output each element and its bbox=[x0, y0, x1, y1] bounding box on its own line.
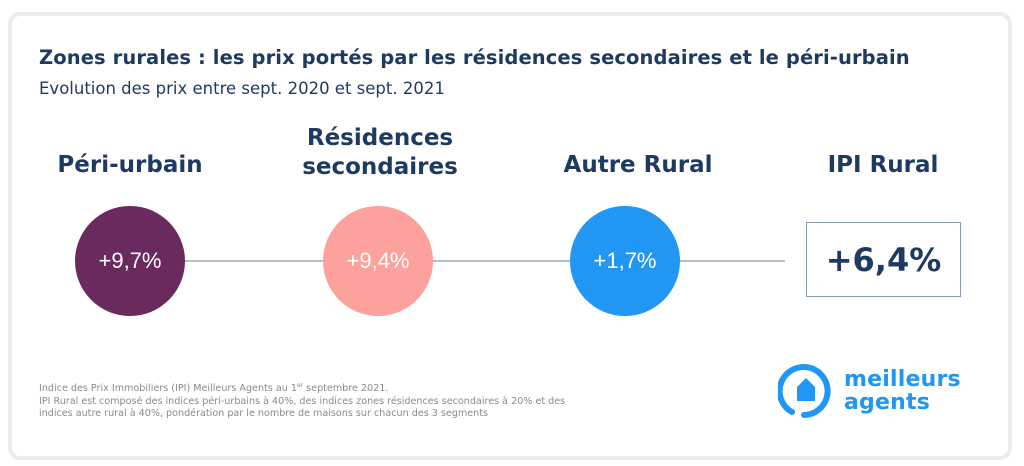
value-bubble-peri-urbain: +9,7% bbox=[75, 206, 185, 316]
footnote: Indice des Prix Immobiliers (IPI) Meille… bbox=[39, 380, 565, 421]
bubble-value: +1,7% bbox=[593, 248, 657, 273]
value-bubble-autre-rural: +1,7% bbox=[570, 206, 680, 316]
chart-subtitle: Evolution des prix entre sept. 2020 et s… bbox=[39, 79, 445, 98]
footnote-line-3: indices autre rural à 40%, pondération p… bbox=[39, 408, 488, 419]
chart-title: Zones rurales : les prix portés par les … bbox=[39, 46, 910, 69]
brand-name-line1: meilleurs bbox=[844, 367, 961, 392]
segment-label-line1: Résidences bbox=[306, 125, 454, 151]
connector-line bbox=[185, 260, 323, 262]
brand-logo: meilleurs agents bbox=[778, 363, 961, 419]
house-in-ring-icon bbox=[778, 364, 831, 418]
segment-label-residences-secondaires: Résidences secondaires bbox=[302, 124, 458, 182]
connector-line bbox=[680, 260, 785, 262]
bubble-value: +9,4% bbox=[346, 248, 410, 273]
segment-label-line2: secondaires bbox=[302, 154, 458, 180]
footnote-line-1: Indice des Prix Immobiliers (IPI) Meille… bbox=[39, 380, 565, 396]
value-bubble-residences-secondaires: +9,4% bbox=[323, 206, 433, 316]
segment-label-text: Péri-urbain bbox=[57, 152, 203, 178]
segment-label-peri-urbain: Péri-urbain bbox=[57, 151, 202, 180]
connector-line bbox=[433, 260, 570, 262]
bubble-value: +9,7% bbox=[98, 248, 162, 273]
footnote-text: septembre 2021. bbox=[303, 383, 389, 394]
footnote-text: Indice des Prix Immobiliers (IPI) Meille… bbox=[39, 383, 297, 394]
summary-value: +6,4% bbox=[825, 240, 942, 279]
segment-label-text: Autre Rural bbox=[563, 152, 713, 178]
footnote-superscript: er bbox=[296, 382, 304, 389]
summary-label-ipi-rural: IPI Rural bbox=[828, 151, 939, 180]
summary-label-text: IPI Rural bbox=[827, 152, 939, 178]
summary-value-box: +6,4% bbox=[806, 222, 961, 297]
footnote-line-2: IPI Rural est composé des indices péri-u… bbox=[39, 395, 566, 407]
segment-label-autre-rural: Autre Rural bbox=[564, 151, 713, 180]
brand-name: meilleurs agents bbox=[844, 368, 961, 414]
brand-name-line2: agents bbox=[844, 390, 930, 415]
